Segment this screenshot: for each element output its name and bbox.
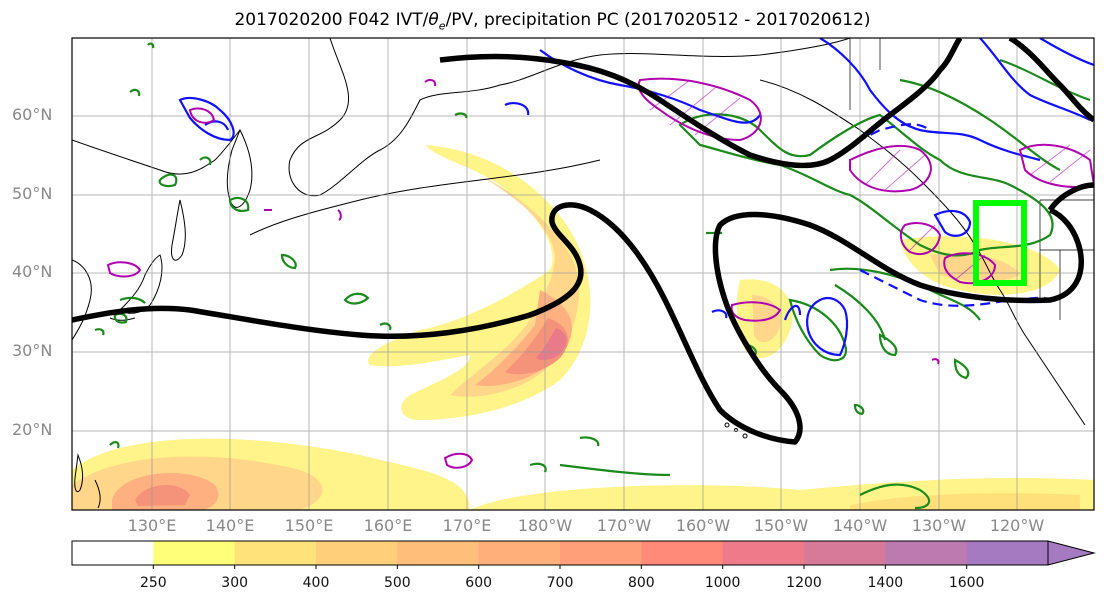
colorbar-label: 1200 [786, 575, 822, 591]
colorbar-segment [641, 541, 724, 565]
colorbar-segment [885, 541, 968, 565]
target-region-box [973, 200, 1027, 286]
map-title: 2017020200 F042 IVT/θe/PV, precipitation… [234, 10, 871, 33]
lon-label-160w: 160°W [675, 516, 731, 535]
colorbar-segment [966, 541, 1049, 565]
lat-label-30n: 30°N [12, 341, 53, 360]
lat-label-20n: 20°N [12, 420, 53, 439]
colorbar-segment [722, 541, 805, 565]
colorbar-segment [316, 541, 398, 565]
lon-label-170w: 170°W [596, 516, 652, 535]
colorbar-label: 250 [139, 575, 167, 591]
lon-label-140e: 140°E [205, 516, 255, 535]
colorbar-segment [153, 541, 236, 565]
colorbar [71, 540, 1096, 569]
coastlines [72, 38, 1094, 509]
colorbar-label: 1600 [948, 575, 985, 591]
colorbar-label: 400 [302, 575, 330, 591]
colorbar-label: 800 [627, 575, 655, 591]
lat-label-40n: 40°N [12, 262, 53, 281]
colorbar-segment [234, 541, 317, 565]
colorbar-segment [72, 541, 154, 565]
lon-label-160e: 160°E [363, 516, 413, 535]
theta-subscript: e [438, 19, 446, 33]
map-frame [71, 37, 1095, 511]
lon-label-130w: 130°W [911, 516, 967, 535]
theta-symbol: θ [428, 10, 439, 30]
colorbar-segment [397, 541, 480, 565]
lat-label-50n: 50°N [12, 184, 53, 203]
colorbar-label: 600 [465, 575, 493, 591]
lat-label-60n: 60°N [12, 105, 53, 124]
lon-label-130e: 130°E [127, 516, 177, 535]
colorbar-extend-arrow [1047, 540, 1096, 566]
lon-label-150e: 150°E [284, 516, 334, 535]
colorbar-label: 300 [221, 575, 249, 591]
colorbar-label: 1400 [867, 575, 904, 591]
colorbar-label: 500 [383, 575, 411, 591]
lon-label-120w: 120°W [989, 516, 1045, 535]
lon-label-140w: 140°W [832, 516, 888, 535]
lon-label-170e: 170°E [442, 516, 492, 535]
lon-label-150w: 150°W [753, 516, 809, 535]
colorbar-segment [560, 541, 642, 565]
colorbar-label: 1000 [704, 575, 741, 591]
colorbar-label: 700 [546, 575, 574, 591]
gridlines [72, 38, 1094, 510]
colorbar-segment [804, 541, 886, 565]
lon-label-180w: 180°W [517, 516, 573, 535]
colorbar-segment [478, 541, 561, 565]
jet-contour [72, 38, 1094, 445]
